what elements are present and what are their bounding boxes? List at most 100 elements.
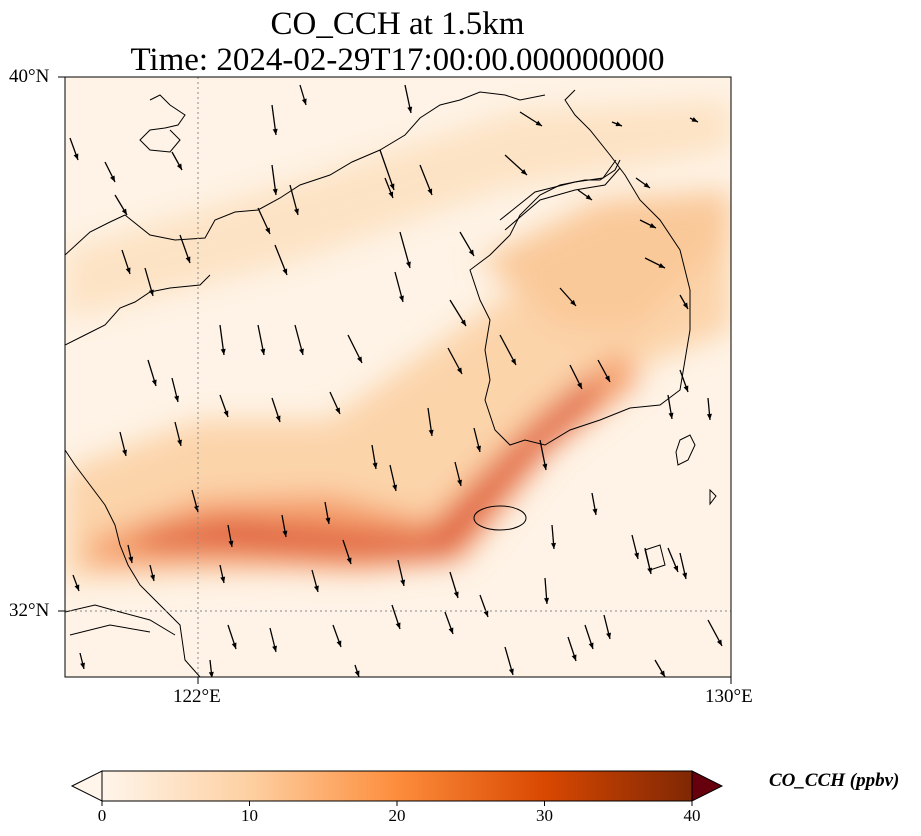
wind-arrow-head (691, 117, 698, 122)
wind-arrow-head (405, 261, 411, 268)
coast-yangtze (65, 604, 176, 636)
wind-arrow-head (260, 348, 266, 355)
wind-arrow-head (282, 530, 288, 537)
wind-arrow-head (448, 627, 454, 634)
colorbar-ticks (101, 801, 693, 806)
wind-arrow-head (427, 188, 433, 195)
wind-arrow-head (407, 106, 413, 113)
field-plume-outer (90, 350, 640, 570)
wind-arrow-head (643, 182, 650, 188)
wind-arrow-head (272, 128, 278, 135)
wind-arrow-head (185, 256, 191, 263)
wind-arrow-head (74, 584, 80, 591)
wind-vectors (69, 84, 723, 677)
wind-arrow-head (716, 639, 722, 646)
wind-arrow-head (325, 517, 331, 524)
wind-arrow-head (121, 208, 127, 215)
wind-arrow-head (577, 382, 582, 389)
lat-tick-label-40: 40°N (9, 66, 50, 87)
wind-arrow-head (658, 263, 665, 268)
wind-arrow-head (682, 572, 688, 579)
wind-arrow-head (294, 208, 299, 215)
colorbar (70, 770, 724, 806)
wind-arrow-head (335, 407, 340, 414)
wind-arrow-head (615, 121, 622, 127)
wind-arrow-head (585, 194, 592, 200)
wind-arrow-head (176, 163, 182, 170)
wind-arrow-head (80, 662, 85, 669)
wind-arrow-head (275, 415, 281, 422)
wind-arrow-head (542, 463, 548, 470)
colorbar-tick-label-0: 0 (97, 806, 107, 825)
colorbar-tick-label-30: 30 (536, 806, 553, 825)
concentration-field (65, 77, 731, 677)
wind-arrow-head (110, 175, 115, 182)
wind-arrow-head (570, 299, 576, 306)
wind-arrow-head (588, 642, 594, 649)
wind-arrow-head (683, 385, 689, 392)
wind-arrow-head (301, 98, 307, 105)
wind-arrow-head (551, 542, 556, 549)
wind-arrow-head (272, 645, 277, 652)
wind-arrow-head (372, 462, 378, 469)
coast-north-china (65, 91, 546, 256)
wind-arrow-head (606, 632, 611, 639)
colorbar-tick-label-10: 10 (241, 806, 258, 825)
wind-arrow-head (535, 120, 542, 126)
wind-arrow-head (128, 556, 134, 563)
wind-arrow-head (456, 367, 462, 374)
wind-arrow-head (706, 413, 712, 420)
gridlines (65, 77, 731, 677)
colorbar-label: CO_CCH (ppbv) (769, 770, 900, 791)
wind-arrow-head (282, 268, 288, 275)
wind-arrow-head (228, 540, 234, 547)
wind-arrow-head (508, 668, 514, 675)
coast-jiangsu (65, 449, 201, 677)
wind-arrow-head (673, 565, 678, 572)
wind-arrow-head (354, 670, 360, 677)
lon-tick-label-122: 122°E (173, 686, 221, 707)
wind-arrow-head (174, 395, 179, 402)
wind-arrow-head (668, 412, 674, 419)
wind-arrow (399, 231, 411, 269)
wind-arrow-head (592, 508, 598, 515)
wind-arrow-head (544, 597, 550, 604)
wind-arrow-head (388, 191, 394, 198)
lon-tick-label-130: 130°E (705, 686, 753, 707)
wind-arrow-head (483, 610, 489, 617)
border-korea (499, 159, 621, 231)
wind-arrow-head (346, 557, 352, 564)
wind-arrow-head (220, 348, 226, 355)
map-frame (64, 76, 732, 678)
lat-tick-label-32: 32°N (9, 600, 50, 621)
wind-arrow (379, 149, 395, 191)
wind-arrow-head (299, 348, 304, 355)
wind-arrow-head (122, 449, 127, 456)
wind-arrow-head (223, 410, 229, 417)
wind-arrow-head (453, 591, 459, 598)
wind-arrow-head (649, 223, 656, 228)
coast-korea (469, 89, 691, 446)
wind-arrow-head (510, 358, 516, 365)
wind-arrow-head (659, 670, 665, 677)
wind-arrow-head (357, 356, 362, 363)
wind-arrow-head (395, 622, 401, 629)
wind-arrow-head (634, 552, 639, 559)
colorbar-tick-label-20: 20 (388, 806, 406, 825)
wind-arrow-head (125, 267, 131, 274)
wind-arrow-head (647, 567, 653, 574)
wind-arrow-head (265, 227, 270, 234)
wind-arrow-head (457, 479, 462, 486)
wind-arrow-head (399, 295, 404, 302)
wind-arrow-head (476, 445, 481, 452)
coast-liaodong (139, 94, 186, 153)
wind-arrow-head (151, 379, 157, 386)
wind-arrow-head (571, 654, 577, 661)
wind-arrow-head (468, 249, 474, 256)
field-northern-band (480, 190, 731, 330)
wind-arrow-head (604, 375, 610, 382)
wind-arrow-head (400, 579, 406, 586)
colorbar-min-extend (70, 770, 103, 802)
wind-arrow-head (177, 439, 182, 446)
